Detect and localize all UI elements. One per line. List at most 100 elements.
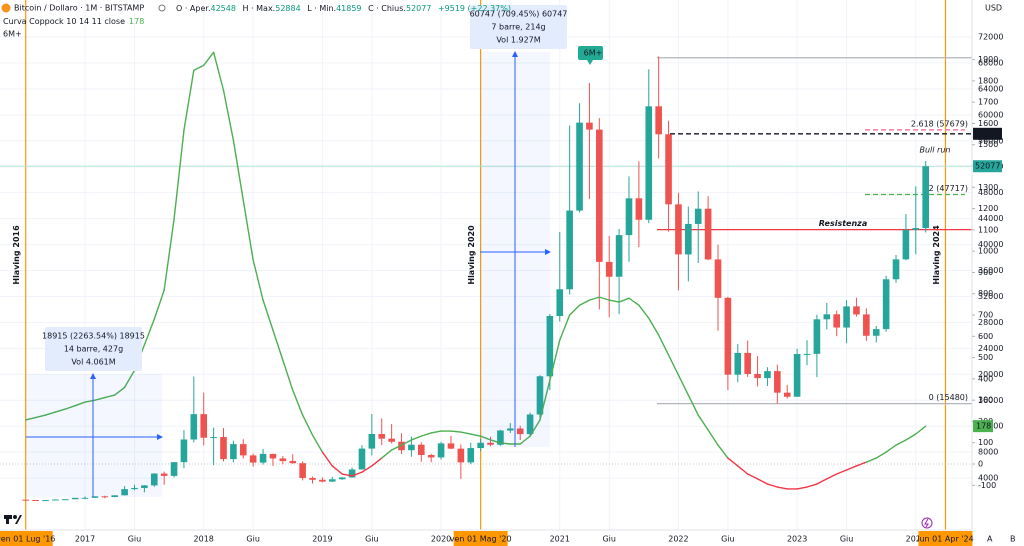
indicator-segment (845, 465, 858, 471)
indicator-value: 178 (129, 17, 144, 26)
candle-body (338, 477, 346, 480)
measure-text: Vol 1.927M (496, 36, 540, 45)
date-marker: ven 01 Lug '16 (0, 535, 55, 544)
indicator-segment (321, 451, 333, 467)
indicator-segment (756, 478, 769, 485)
candle-body (615, 235, 623, 277)
indicator-segment (153, 289, 165, 320)
x-tick-label: 2019 (312, 535, 332, 544)
y2-tick-label: 1300 (978, 183, 998, 192)
indicator-segment (539, 379, 551, 421)
date-marker-bg (453, 531, 508, 546)
eye-icon[interactable] (158, 4, 166, 12)
x-tick-label: 2024 (906, 535, 926, 544)
indicator-segment (826, 473, 838, 480)
scale-button[interactable]: A (987, 535, 993, 544)
y2-tick-label: 1500 (978, 140, 998, 149)
candle-body (131, 487, 138, 490)
y2-tick-label: 400 (978, 374, 993, 383)
candle-body (724, 297, 732, 375)
candle-body (754, 373, 761, 379)
price-tag-bg (973, 127, 1002, 140)
ohlc-label: L · Min. (307, 4, 336, 13)
candle-body (170, 462, 178, 476)
indicator-segment (203, 51, 215, 67)
indicator-segment (707, 429, 719, 446)
candle-body (507, 428, 514, 431)
price-tag: 52077 (975, 162, 1000, 171)
indicator-segment (163, 218, 175, 291)
x-tick-label: 2017 (75, 535, 95, 544)
indicator-segment (351, 471, 363, 477)
candle-body (635, 198, 643, 220)
candle-body (714, 259, 722, 298)
indicator-legend: Curva Coppock 10 14 11 close 178 (3, 17, 144, 26)
indicator-segment (114, 386, 126, 396)
candle-body (586, 122, 593, 130)
halving-label: Hlaving 2024 (932, 225, 941, 285)
indicator-segment (282, 359, 294, 391)
indicator-segment (301, 414, 314, 436)
indicator-sub: 6M+ (3, 30, 22, 39)
y-tick-label: 32000 (978, 292, 1003, 301)
candle-body (210, 437, 217, 439)
candle-body (922, 166, 929, 229)
indicator-segment (292, 389, 304, 416)
change: +9519 (+22.37%) (438, 4, 511, 13)
candle-body (843, 306, 850, 328)
candle-body (605, 261, 613, 277)
indicator-segment (311, 434, 324, 453)
indicator-segment (628, 297, 640, 306)
event-icon[interactable] (921, 517, 933, 529)
candle-body (487, 442, 494, 445)
candle-body (388, 438, 395, 442)
x-tick-label: 2020 (431, 535, 451, 544)
indicator-segment (262, 299, 274, 331)
indicator-tag-bg (973, 420, 993, 433)
date-marker: ven 01 Mag '20 (450, 535, 512, 544)
indicator-segment (915, 425, 927, 435)
candle-body (744, 352, 751, 374)
ohlc-value: 52077 (406, 4, 431, 13)
indicator-segment (519, 435, 531, 445)
candle-body (190, 414, 198, 440)
measure-text: Vol 4.061M (71, 358, 115, 367)
axes: 4000800012000160002000024000280003200036… (0, 32, 1003, 546)
plot: Hlaving 2016 Hlaving 2020 Hlaving 2024 (0, 0, 972, 530)
annotations: 2.618 (57679) 2 (47717) Resistenza 0 (15480… (26, 5, 968, 497)
candle-body (892, 259, 900, 280)
candle-body (378, 433, 386, 439)
indicator-segment (895, 439, 907, 446)
ohlc-label: C · Chius. (368, 4, 406, 13)
candle-body (912, 228, 920, 230)
candle-body (160, 473, 168, 476)
candle-body (42, 500, 49, 502)
indicator-segment (905, 433, 917, 441)
candle-body (833, 314, 840, 328)
y2-tick-label: 1800 (978, 76, 998, 85)
y2-tick-label: 500 (978, 353, 993, 362)
y2-tick-label: 100 (978, 438, 993, 447)
candle-body (872, 329, 880, 336)
flag-pointer (587, 60, 593, 65)
currency: USD (985, 4, 1002, 13)
y2-tick-label: 900 (978, 268, 993, 277)
x-tick-label: Giu (721, 535, 735, 544)
candle-body (625, 198, 633, 236)
indicator-tag: 178 (976, 422, 991, 431)
scale-button[interactable]: B (1010, 535, 1016, 544)
y-tick-label: 36000 (978, 266, 1003, 275)
ohlc: O · Aper.42548 H · Max.52884 L · Min.418… (176, 4, 511, 13)
measure-box (470, 5, 567, 49)
candle-body (704, 208, 712, 260)
candle-body (418, 444, 425, 456)
candle-body (269, 453, 277, 459)
candle-body (319, 479, 326, 482)
indicator-segment (410, 435, 422, 441)
indicator-segment (74, 401, 86, 407)
indicator-segment (608, 299, 620, 303)
y-tick-label: 60000 (978, 110, 1003, 119)
candle-body (71, 497, 79, 500)
